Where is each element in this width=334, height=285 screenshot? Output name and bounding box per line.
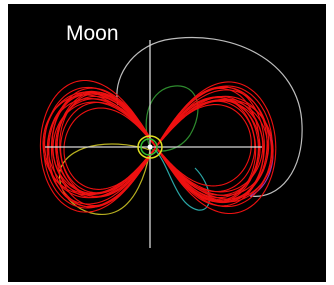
page: {"label": "Moon"} Moon (() => { const da… [0,0,334,285]
orbit-image: Moon [0,0,334,285]
earth [148,145,153,150]
label: Moon [66,22,119,45]
